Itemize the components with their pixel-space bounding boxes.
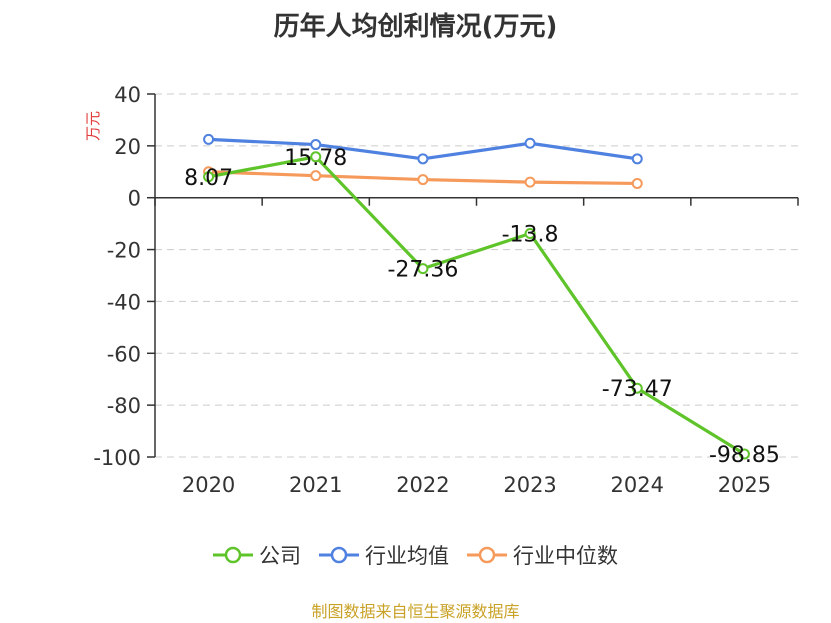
legend-item-industry-avg[interactable]: 行业均值: [319, 540, 449, 570]
legend-swatch-industry-avg: [319, 546, 359, 564]
series-line: [208, 155, 746, 456]
y-axis-label: 万元: [84, 111, 102, 141]
data-point: [417, 153, 429, 165]
data-point: [417, 174, 429, 186]
y-tick-label: -80: [107, 394, 141, 418]
data-point: [203, 171, 215, 183]
data-label: 15.78: [284, 146, 347, 171]
y-tick-label: -20: [107, 239, 141, 263]
data-point: [310, 170, 322, 182]
y-tick-label: 0: [128, 187, 141, 211]
chart-title: 历年人均创利情况(万元): [273, 12, 558, 42]
x-tick-label: 2021: [289, 473, 342, 497]
legend-swatch-industry-median: [467, 546, 507, 564]
legend-label-industry-avg: 行业均值: [365, 544, 449, 568]
legend-item-company[interactable]: 公司: [213, 540, 301, 570]
x-tick-label: 2024: [611, 473, 664, 497]
y-tick-label: -40: [107, 290, 141, 314]
legend-swatch-company: [213, 546, 253, 564]
data-point: [524, 227, 536, 239]
data-point: [417, 263, 429, 275]
legend-item-industry-median[interactable]: 行业中位数: [467, 540, 618, 570]
y-tick-label: -60: [107, 342, 141, 366]
data-point: [631, 177, 643, 189]
x-tick-label: 2020: [182, 473, 235, 497]
x-tick-label: 2022: [396, 473, 449, 497]
data-point: [203, 133, 215, 145]
data-label: 8.07: [184, 166, 233, 191]
data-point: [738, 448, 750, 460]
legend: 公司 行业均值 行业中位数: [0, 540, 831, 570]
y-tick-label: 40: [114, 83, 141, 107]
y-tick-label: -100: [93, 446, 141, 470]
y-tick-label: 20: [114, 135, 141, 159]
data-point: [310, 151, 322, 163]
data-label: -98.85: [709, 443, 780, 468]
legend-label-company: 公司: [259, 544, 301, 568]
data-label: -13.8: [502, 222, 559, 247]
legend-label-industry-median: 行业中位数: [513, 544, 618, 568]
x-tick-label: 2025: [718, 473, 771, 497]
x-tick-label: 2023: [503, 473, 556, 497]
data-point: [524, 176, 536, 188]
data-label: -73.47: [602, 377, 673, 402]
data-point: [524, 137, 536, 149]
data-point: [631, 153, 643, 165]
source-note: 制图数据来自恒生聚源数据库: [311, 602, 520, 621]
data-point: [631, 382, 643, 394]
data-label: -27.36: [387, 258, 458, 283]
data-point: [310, 139, 322, 151]
